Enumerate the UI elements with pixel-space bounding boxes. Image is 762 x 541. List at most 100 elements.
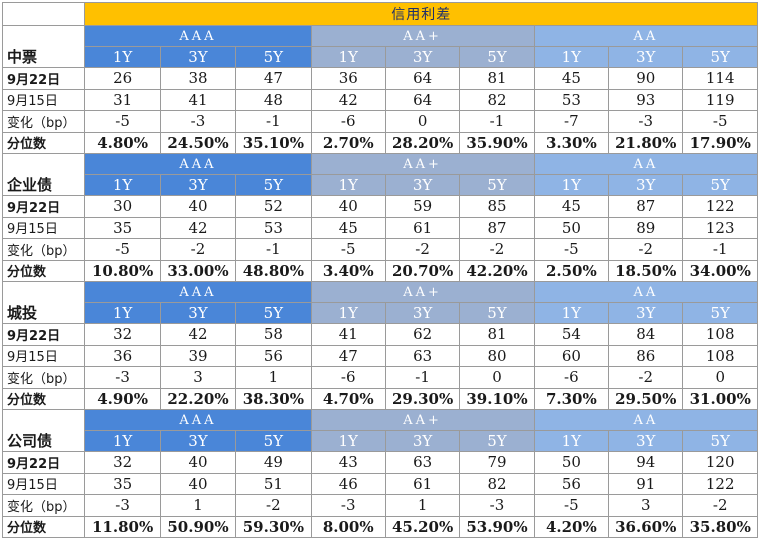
table-cell: 3.40% bbox=[310, 259, 386, 282]
tenor-header-cell: 5Y bbox=[682, 430, 758, 452]
table-cell: -5 bbox=[533, 494, 610, 517]
table-cell: 42 bbox=[310, 88, 386, 111]
table-cell: 82 bbox=[459, 472, 535, 495]
table-cell: 39.10% bbox=[459, 387, 535, 410]
table-row: 变化（bp） -3 1 -2 -3 1 -3 -5 3 -2 bbox=[1, 494, 758, 517]
table-cell: 50 bbox=[533, 451, 610, 474]
table-cell: 35.10% bbox=[235, 131, 312, 154]
table-cell: 39 bbox=[159, 344, 237, 367]
row-label: 9月15日 bbox=[1, 344, 86, 367]
table-cell: 33.00% bbox=[159, 259, 237, 282]
table-cell: 22.20% bbox=[159, 387, 237, 410]
table-cell: 54 bbox=[533, 323, 610, 346]
table-cell: 56 bbox=[235, 344, 312, 367]
tenor-header-cell: 1Y bbox=[310, 302, 386, 324]
table-cell: 17.90% bbox=[682, 131, 758, 154]
table-cell: 62 bbox=[384, 323, 461, 346]
table-cell: -6 bbox=[310, 110, 386, 133]
tenor-header-cell: 5Y bbox=[682, 46, 758, 68]
table-cell: 41 bbox=[159, 88, 237, 111]
table-cell: 91 bbox=[608, 472, 684, 495]
table-cell: 32 bbox=[84, 451, 161, 474]
table-cell: 89 bbox=[608, 216, 684, 239]
table-cell: 43 bbox=[310, 451, 386, 474]
table-cell: -1 bbox=[459, 110, 535, 133]
table-cell: 49 bbox=[235, 451, 312, 474]
table-cell: 0 bbox=[384, 110, 461, 133]
table-cell: 63 bbox=[384, 344, 461, 367]
table-cell: 1 bbox=[159, 494, 237, 517]
table-cell: -2 bbox=[608, 238, 684, 261]
table-cell: -3 bbox=[608, 110, 684, 133]
table-row: 变化（bp） -3 3 1 -6 -1 0 -6 -2 0 bbox=[1, 366, 758, 389]
table-cell: 28.20% bbox=[384, 131, 461, 154]
table-cell: 3.30% bbox=[533, 131, 610, 154]
tenor-header-cell: 1Y bbox=[533, 46, 610, 68]
table-cell: 64 bbox=[384, 88, 461, 111]
table-cell: 52 bbox=[235, 195, 312, 218]
table-cell: 18.50% bbox=[608, 259, 684, 282]
grade-header-aa-plus: AA+ bbox=[310, 25, 535, 47]
table-cell: 48.80% bbox=[235, 259, 312, 282]
table-cell: 122 bbox=[682, 195, 758, 218]
table-cell: 36 bbox=[310, 67, 386, 90]
table-cell: 48 bbox=[235, 88, 312, 111]
table-cell: 40 bbox=[310, 195, 386, 218]
table-cell: 108 bbox=[682, 323, 758, 346]
tenor-header-cell: 5Y bbox=[459, 46, 535, 68]
table-cell: -3 bbox=[84, 366, 161, 389]
tenor-header-cell: 5Y bbox=[459, 302, 535, 324]
table-row: 9月22日 32 40 49 43 63 79 50 94 120 bbox=[1, 451, 758, 474]
table-row: 9月15日 35 40 51 46 61 82 56 91 122 bbox=[1, 472, 758, 495]
tenor-header-cell: 1Y bbox=[84, 430, 161, 452]
table-row: 变化（bp） -5 -3 -1 -6 0 -1 -7 -3 -5 bbox=[1, 110, 758, 133]
table-cell: 24.50% bbox=[159, 131, 237, 154]
table-row: 分位数 4.90% 22.20% 38.30% 4.70% 29.30% 39.10% 7.3… bbox=[1, 387, 758, 410]
table-cell: 87 bbox=[459, 216, 535, 239]
table-cell: 93 bbox=[608, 88, 684, 111]
table-cell: 114 bbox=[682, 67, 758, 90]
table-cell: -1 bbox=[384, 366, 461, 389]
table-cell: 60 bbox=[533, 344, 610, 367]
row-label: 9月22日 bbox=[1, 195, 86, 218]
table-cell: 50 bbox=[533, 216, 610, 239]
segment-name: 企业债 bbox=[1, 153, 86, 196]
grade-header-aaa: AAA bbox=[84, 409, 312, 431]
table-cell: 11.80% bbox=[84, 515, 161, 538]
table-cell: 3 bbox=[159, 366, 237, 389]
table-cell: 122 bbox=[682, 472, 758, 495]
tenor-header-cell: 3Y bbox=[384, 46, 461, 68]
table-cell: 40 bbox=[159, 195, 237, 218]
table-cell: 123 bbox=[682, 216, 758, 239]
table-cell: 47 bbox=[310, 344, 386, 367]
table-cell: 46 bbox=[310, 472, 386, 495]
table-cell: 120 bbox=[682, 451, 758, 474]
table-cell: -3 bbox=[84, 494, 161, 517]
table-cell: 80 bbox=[459, 344, 535, 367]
segment-name: 城投 bbox=[1, 281, 86, 324]
table-cell: -5 bbox=[310, 238, 386, 261]
table-title: 信用利差 bbox=[84, 2, 758, 26]
table-cell: 4.70% bbox=[310, 387, 386, 410]
table-cell: -2 bbox=[384, 238, 461, 261]
tenor-header-cell: 5Y bbox=[682, 302, 758, 324]
table-cell: 85 bbox=[459, 195, 535, 218]
table-cell: 61 bbox=[384, 216, 461, 239]
table-cell: -2 bbox=[235, 494, 312, 517]
table-cell: -3 bbox=[459, 494, 535, 517]
row-label: 变化（bp） bbox=[1, 366, 86, 389]
tenor-header-cell: 1Y bbox=[533, 174, 610, 196]
table-cell: 7.30% bbox=[533, 387, 610, 410]
grade-header-aaa: AAA bbox=[84, 153, 312, 175]
table-cell: 1 bbox=[235, 366, 312, 389]
tenor-header-cell: 3Y bbox=[159, 430, 237, 452]
row-label: 分位数 bbox=[1, 515, 86, 538]
tenor-header-cell: 3Y bbox=[159, 174, 237, 196]
row-label: 变化（bp） bbox=[1, 238, 86, 261]
row-label: 9月15日 bbox=[1, 472, 86, 495]
table-cell: 108 bbox=[682, 344, 758, 367]
table-cell: 81 bbox=[459, 323, 535, 346]
table-cell: 3 bbox=[608, 494, 684, 517]
table-cell: 10.80% bbox=[84, 259, 161, 282]
row-label: 9月22日 bbox=[1, 67, 86, 90]
